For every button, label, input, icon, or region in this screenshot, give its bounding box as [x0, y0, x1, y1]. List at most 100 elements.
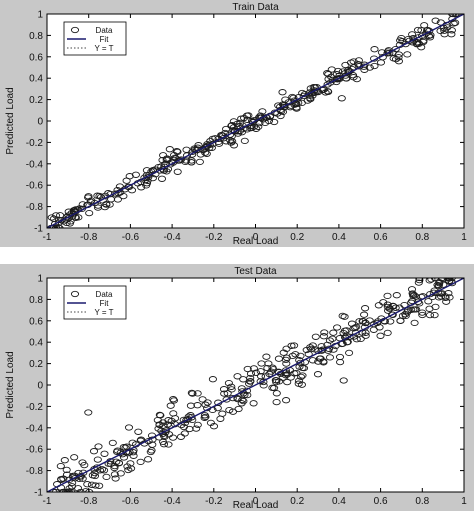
data-point — [243, 391, 252, 399]
data-point — [392, 292, 401, 299]
data-point — [110, 471, 119, 478]
data-point — [420, 22, 429, 29]
data-point — [409, 291, 418, 298]
data-point — [305, 89, 315, 96]
data-point — [208, 135, 217, 143]
data-point — [438, 278, 447, 283]
data-point — [208, 376, 217, 383]
data-point — [298, 372, 307, 379]
data-point — [391, 45, 400, 53]
data-point — [447, 31, 456, 38]
data-point — [62, 466, 71, 474]
data-point — [396, 317, 405, 325]
data-point — [68, 479, 77, 487]
data-point — [264, 360, 273, 367]
data-point — [100, 203, 109, 211]
data-point — [352, 323, 361, 331]
data-point — [425, 311, 435, 319]
data-point — [81, 488, 90, 492]
y-tick-label: 0 — [37, 381, 43, 392]
data-point — [345, 333, 354, 340]
data-point — [173, 148, 182, 156]
x-tick-label: 0 — [253, 232, 259, 243]
y-tick-label: 0.4 — [29, 74, 43, 85]
data-point — [166, 402, 175, 409]
data-point — [290, 342, 299, 349]
data-point — [294, 99, 303, 107]
data-point — [223, 390, 232, 397]
data-point — [93, 192, 102, 199]
data-point — [445, 278, 454, 285]
data-point — [369, 320, 378, 328]
y-tick-label: -0.2 — [26, 402, 44, 413]
data-point — [182, 416, 191, 424]
data-point — [272, 378, 281, 386]
legend-label: Y = T — [94, 44, 113, 53]
data-point — [299, 364, 309, 372]
x-tick-label: 0.6 — [374, 496, 388, 507]
x-tick-label: -0.4 — [163, 496, 181, 507]
legend-label: Data — [96, 290, 113, 299]
data-point — [329, 329, 338, 336]
data-point — [126, 460, 135, 467]
data-point — [157, 175, 167, 182]
x-tick-label: 0.2 — [290, 232, 304, 243]
data-point — [251, 369, 261, 376]
data-point — [394, 54, 403, 61]
data-point — [239, 397, 248, 405]
data-point — [200, 414, 209, 421]
data-point — [60, 457, 69, 464]
data-point — [434, 282, 443, 289]
x-tick-label: 0.4 — [332, 232, 346, 243]
data-point — [124, 466, 133, 474]
data-point — [164, 441, 173, 448]
data-point — [296, 359, 305, 367]
y-tick-label: -0.2 — [26, 138, 44, 149]
data-point — [370, 62, 379, 70]
plot-layer — [47, 14, 464, 228]
y-tick-label: -0.6 — [26, 445, 44, 456]
data-point — [237, 385, 246, 392]
data-point — [431, 17, 440, 24]
data-point — [172, 148, 181, 155]
train-data-chart: Train Data -1 -0.8 -0.6 -0.4 -0.2 0 0.2 0.4 0.6 0.… — [5, 2, 467, 247]
data-point — [295, 363, 304, 370]
data-point — [335, 335, 344, 342]
data-point — [203, 399, 212, 406]
data-point — [414, 34, 423, 41]
data-point — [222, 396, 231, 403]
x-tick-label: 1 — [461, 232, 467, 243]
data-point — [190, 145, 199, 152]
data-point — [306, 95, 315, 103]
data-point — [314, 358, 323, 365]
data-point — [111, 190, 120, 197]
data-point — [418, 311, 427, 319]
data-point — [112, 448, 122, 455]
data-point — [158, 156, 167, 164]
data-point — [320, 329, 329, 336]
legend-label: Data — [96, 26, 113, 35]
data-point — [247, 124, 256, 132]
y-tick-label: 0.6 — [29, 52, 43, 63]
y-tick-label: 0.6 — [29, 316, 43, 327]
data-point — [227, 122, 237, 129]
data-point — [383, 329, 392, 337]
x-axis-label: Real Load — [233, 236, 279, 247]
data-point — [229, 142, 239, 149]
data-point — [249, 365, 258, 372]
data-point — [410, 292, 419, 299]
data-point — [89, 448, 99, 455]
x-tick-label: -1 — [43, 232, 52, 243]
x-tick-label: 0 — [253, 496, 259, 507]
data-point — [421, 30, 430, 37]
data-point — [306, 344, 315, 351]
y-tick-label: 1 — [37, 10, 43, 21]
data-point — [155, 411, 164, 419]
x-tick-label: -0.8 — [80, 496, 98, 507]
data-point — [431, 303, 440, 311]
legend-label: Fit — [100, 299, 110, 308]
data-point — [246, 370, 256, 377]
data-point — [337, 95, 346, 102]
data-point — [413, 26, 423, 34]
data-point — [410, 319, 419, 327]
